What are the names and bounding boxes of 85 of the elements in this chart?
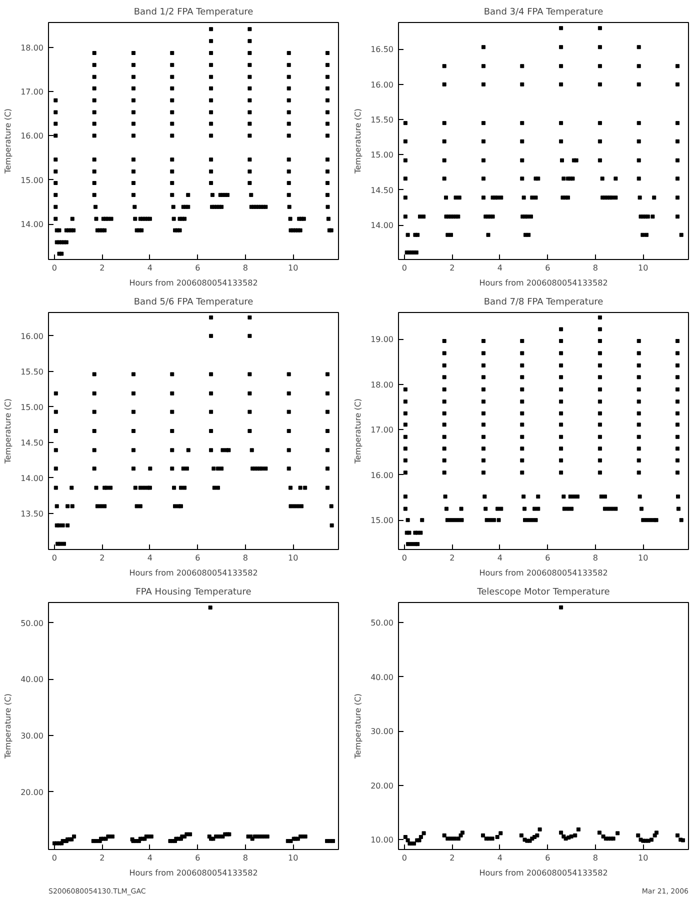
x-tick-label: 6 bbox=[545, 264, 550, 272]
y-tick-label: 40.00 bbox=[370, 672, 394, 682]
chart-title: Band 1/2 FPA Temperature bbox=[134, 8, 254, 18]
x-axis-title: Hours from 2006080054133582 bbox=[479, 278, 608, 288]
x-tick-label: 0 bbox=[52, 264, 58, 272]
x-tick-label: 8 bbox=[242, 554, 248, 562]
x-tick-label: 0 bbox=[52, 854, 58, 862]
x-tick-label: 6 bbox=[195, 854, 200, 862]
chart-title: FPA Housing Temperature bbox=[136, 588, 252, 598]
y-tick-label: 20.00 bbox=[370, 781, 394, 790]
x-tick-label: 8 bbox=[592, 554, 598, 562]
chart-title: Telescope Motor Temperature bbox=[476, 588, 610, 598]
y-tick-label: 14.00 bbox=[370, 221, 394, 230]
x-tick-label: 10 bbox=[288, 264, 298, 272]
x-axis-title: Hours from 2006080054133582 bbox=[129, 278, 258, 288]
x-tick-label: 2 bbox=[100, 264, 105, 272]
y-tick-label: 14.00 bbox=[20, 220, 44, 230]
x-tick-label: 6 bbox=[195, 554, 200, 562]
x-tick-label: 0 bbox=[402, 854, 408, 862]
x-tick-label: 6 bbox=[545, 854, 550, 862]
y-tick-label: 15.00 bbox=[370, 150, 394, 160]
x-tick-label: 6 bbox=[545, 554, 550, 562]
y-tick-label: 17.00 bbox=[20, 87, 44, 96]
y-tick-label: 13.50 bbox=[20, 509, 44, 518]
y-tick-label: 14.00 bbox=[20, 474, 44, 483]
x-tick-label: 4 bbox=[147, 854, 152, 862]
x-tick-label: 6 bbox=[195, 264, 200, 272]
x-tick-label: 0 bbox=[52, 554, 58, 562]
y-tick-label: 16.00 bbox=[20, 132, 44, 141]
x-tick-label: 4 bbox=[497, 264, 502, 272]
x-tick-label: 2 bbox=[100, 554, 105, 562]
x-axis-title: Hours from 2006080054133582 bbox=[129, 868, 258, 878]
chart-title: Band 3/4 FPA Temperature bbox=[484, 8, 604, 18]
chart-title: Band 5/6 FPA Temperature bbox=[134, 298, 254, 308]
y-tick-label: 50.00 bbox=[370, 618, 394, 628]
y-tick-label: 15.00 bbox=[20, 176, 44, 185]
y-tick-label: 14.50 bbox=[20, 438, 44, 448]
y-tick-label: 18.00 bbox=[370, 380, 394, 390]
x-tick-label: 4 bbox=[147, 264, 152, 272]
y-axis-title: Temperature (C) bbox=[354, 693, 363, 760]
x-tick-label: 4 bbox=[147, 554, 152, 562]
x-tick-label: 2 bbox=[450, 554, 455, 562]
y-tick-label: 10.00 bbox=[370, 836, 394, 845]
y-tick-label: 30.00 bbox=[20, 732, 44, 741]
x-axis-title: Hours from 2006080054133582 bbox=[479, 868, 608, 878]
y-tick-label: 16.00 bbox=[370, 470, 394, 480]
y-tick-label: 50.00 bbox=[20, 618, 44, 628]
x-tick-label: 8 bbox=[592, 854, 598, 862]
x-axis-title: Hours from 2006080054133582 bbox=[129, 568, 258, 578]
y-tick-label: 20.00 bbox=[20, 788, 44, 797]
y-tick-label: 18.00 bbox=[20, 43, 44, 52]
y-tick-label: 15.00 bbox=[370, 516, 394, 526]
y-axis-title: Temperature (C) bbox=[354, 108, 363, 175]
x-tick-label: 4 bbox=[497, 854, 502, 862]
x-tick-label: 10 bbox=[638, 554, 648, 562]
chart-title: Band 7/8 FPA Temperature bbox=[484, 298, 604, 308]
y-tick-label: 16.00 bbox=[370, 80, 394, 90]
x-tick-label: 4 bbox=[497, 554, 502, 562]
y-tick-label: 17.00 bbox=[370, 426, 394, 435]
y-tick-label: 15.00 bbox=[20, 402, 44, 412]
y-tick-label: 15.50 bbox=[370, 116, 394, 125]
x-tick-label: 2 bbox=[450, 264, 455, 272]
x-tick-label: 8 bbox=[592, 264, 598, 272]
x-tick-label: 10 bbox=[288, 554, 298, 562]
y-axis-title: Temperature (C) bbox=[4, 693, 13, 760]
x-tick-label: 8 bbox=[242, 264, 248, 272]
x-axis-title: Hours from 2006080054133582 bbox=[479, 568, 608, 578]
y-tick-label: 30.00 bbox=[370, 727, 394, 736]
x-tick-label: 10 bbox=[288, 854, 298, 862]
x-tick-label: 0 bbox=[402, 264, 408, 272]
x-tick-label: 10 bbox=[638, 264, 648, 272]
x-tick-label: 8 bbox=[242, 854, 248, 862]
x-tick-label: 2 bbox=[100, 854, 105, 862]
y-tick-label: 19.00 bbox=[370, 335, 394, 344]
y-axis-title: Temperature (C) bbox=[4, 398, 13, 465]
x-tick-label: 2 bbox=[450, 854, 455, 862]
y-tick-label: 14.50 bbox=[370, 186, 394, 195]
x-tick-label: 10 bbox=[638, 854, 648, 862]
y-tick-label: 15.50 bbox=[20, 367, 44, 376]
y-axis-title: Temperature (C) bbox=[354, 398, 363, 465]
x-tick-label: 0 bbox=[402, 554, 408, 562]
y-axis-title: Temperature (C) bbox=[4, 108, 13, 175]
y-tick-label: 16.00 bbox=[20, 332, 44, 341]
y-tick-label: 40.00 bbox=[20, 675, 44, 684]
y-tick-label: 16.50 bbox=[370, 45, 394, 54]
